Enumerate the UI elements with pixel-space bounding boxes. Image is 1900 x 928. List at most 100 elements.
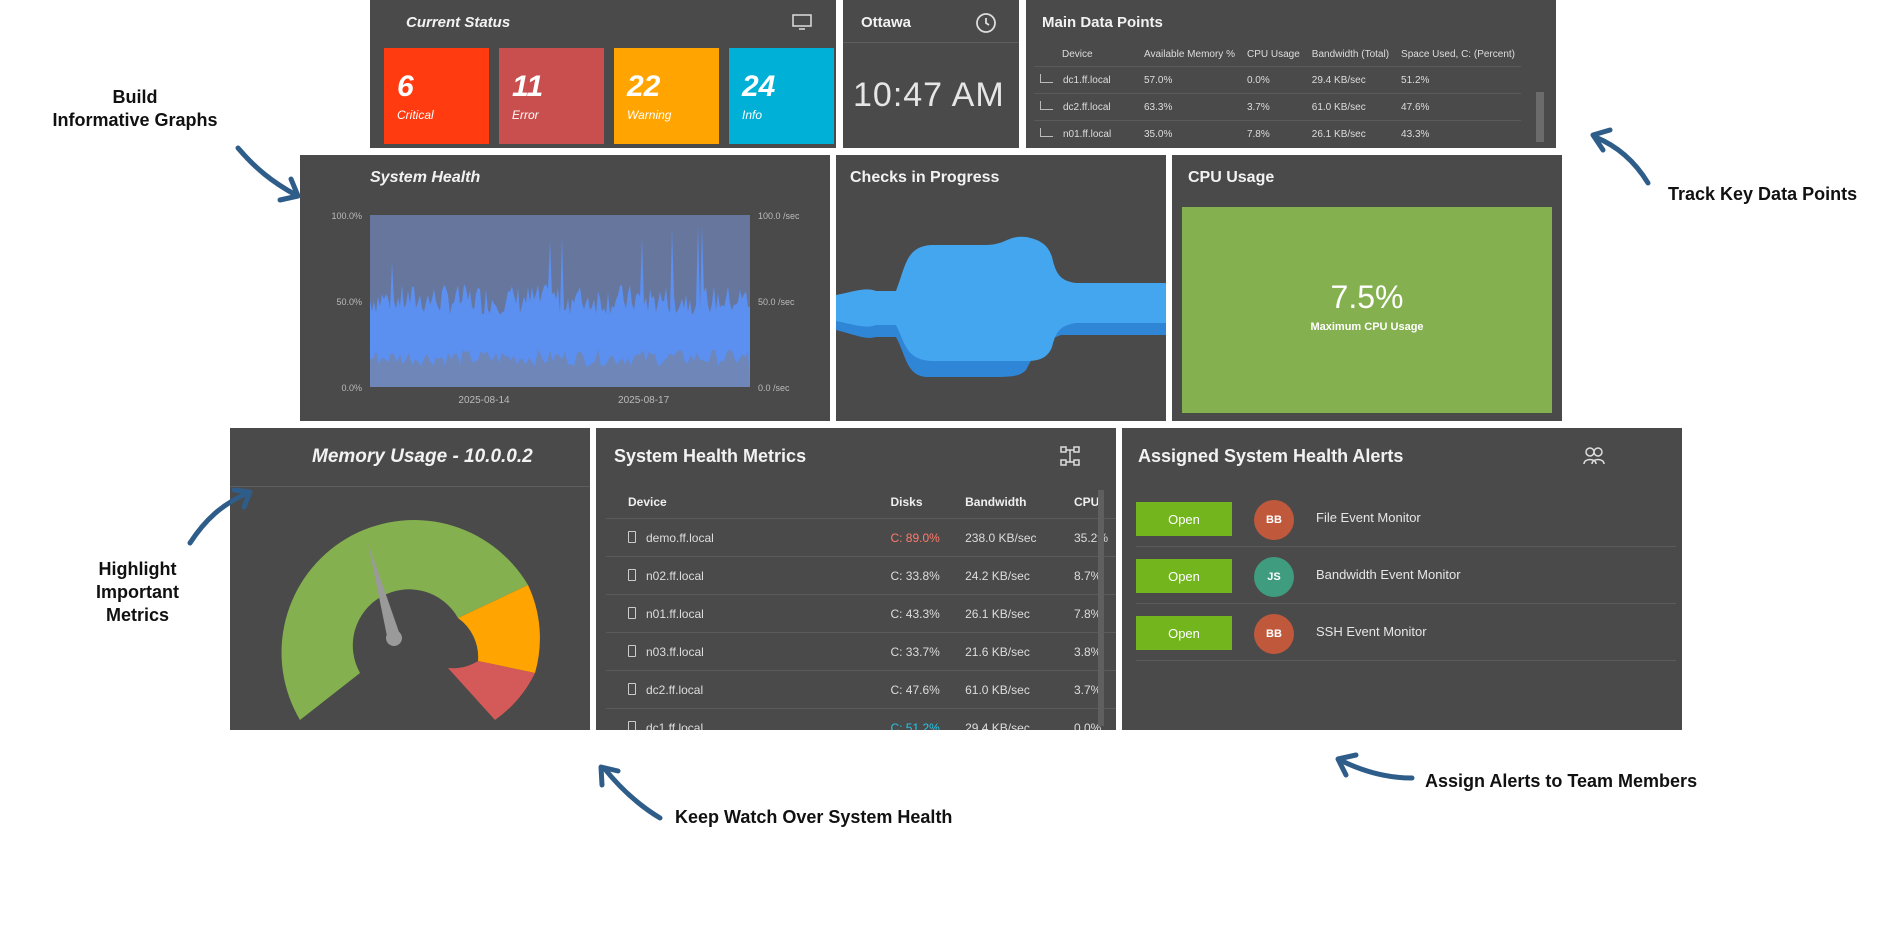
callout-track: Track Key Data Points — [1668, 184, 1858, 204]
open-alert-button[interactable]: Open — [1136, 559, 1232, 593]
table-row[interactable]: n01.ff.local C: 43.3% 26.1 KB/sec 7.8% — [606, 594, 1116, 633]
device-icon — [628, 644, 636, 657]
callout-build-graphs: Build Informative Graphs — [40, 86, 230, 132]
checks-flow-chart — [836, 236, 1166, 377]
system-health-chart: 100.0% 50.0% 0.0% 100.0 /sec 50.0 /sec 0.0 /s… — [331, 211, 800, 406]
mdp-col-cpu: CPU Usage — [1246, 48, 1300, 60]
device-name: n02.ff.local — [646, 568, 704, 583]
table-row[interactable]: demo.ff.local C: 89.0% 238.0 KB/sec 35.2% — [606, 518, 1116, 557]
avatar[interactable]: JS — [1254, 557, 1294, 597]
device-cell: n01.ff.local — [606, 594, 883, 633]
y-left-tick-label: 0.0% — [341, 383, 362, 393]
disks-cell: C: 47.6% — [882, 670, 958, 709]
chart-icon — [1040, 74, 1053, 83]
device-cell: demo.ff.local — [606, 518, 883, 557]
y-right-tick-label: 50.0 /sec — [758, 297, 795, 307]
shm-title: System Health Metrics — [614, 446, 807, 466]
table-row[interactable]: n02.ff.local C: 33.8% 24.2 KB/sec 8.7% — [606, 556, 1116, 595]
status-count: 11 — [512, 70, 544, 103]
disks-cell: C: 43.3% — [882, 594, 958, 633]
mdp-col-memory: Available Memory % — [1144, 48, 1235, 60]
main-data-points-table: Device Available Memory % CPU Usage Band… — [1034, 42, 1521, 147]
memory-usage-panel: Memory Usage - 10.0.0.2 — [230, 428, 590, 730]
cell-text: 3.7% — [1246, 101, 1270, 113]
table-row[interactable]: dc1.ff.local C: 51.2% 29.4 KB/sec 0.0% — [606, 708, 1116, 730]
shm-scrollbar[interactable] — [1098, 490, 1104, 726]
table-cell: 51.2% — [1395, 66, 1521, 94]
cell-text: 61.0 KB/sec — [1311, 101, 1366, 113]
open-alert-button[interactable]: Open — [1136, 616, 1232, 650]
system-health-panel: System Health 100.0% 50.0% 0.0% 100.0 /sec 5… — [300, 155, 830, 421]
cell-text: 43.3% — [1401, 128, 1430, 140]
bandwidth-cell: 29.4 KB/sec — [957, 708, 1066, 730]
device-name: dc2.ff.local — [646, 682, 704, 697]
mdp-scrollbar[interactable] — [1536, 92, 1544, 142]
mdp-col-bandwidth: Bandwidth (Total) — [1311, 48, 1390, 60]
device-icon — [628, 682, 636, 695]
cell-text: dc2.ff.local — [1063, 102, 1111, 113]
table-cell: 63.3% — [1138, 93, 1241, 121]
main-data-points-panel: Main Data Points Device Available Memory… — [1026, 0, 1556, 148]
table-cell: 26.1 KB/sec — [1305, 120, 1396, 147]
disks-cell: C: 51.2% — [882, 708, 958, 730]
arrow-track — [1590, 127, 1651, 186]
monitor-icon — [792, 14, 812, 30]
avatar[interactable]: BB — [1254, 614, 1294, 654]
bandwidth-cell: 26.1 KB/sec — [957, 594, 1066, 633]
network-icon — [1060, 446, 1080, 466]
current-status-panel: Current Status 6 Critical 11 Error 22 Warning… — [370, 0, 836, 148]
avatar[interactable]: BB — [1254, 500, 1294, 540]
mdp-col-space: Space Used, C: (Percent) — [1401, 48, 1515, 60]
table-row[interactable]: n01.ff.local 35.0% 7.8% 26.1 KB/sec 43.3% — [1034, 120, 1521, 147]
clock-time: 10:47 AM — [853, 76, 1005, 114]
callout-build-line1: Build — [112, 87, 158, 107]
open-alert-button[interactable]: Open — [1136, 502, 1232, 536]
checks-flow-main — [836, 236, 1166, 361]
table-cell: 43.3% — [1395, 120, 1521, 147]
gauge-orange-segment — [458, 585, 540, 673]
table-row[interactable]: dc2.ff.local 63.3% 3.7% 61.0 KB/sec 47.6% — [1034, 93, 1521, 121]
clock-panel: Ottawa 10:47 AM — [843, 0, 1019, 148]
device-cell: n02.ff.local — [606, 556, 883, 595]
device-name: demo.ff.local — [646, 530, 714, 545]
cpu-usage-tile: 7.5% Maximum CPU Usage — [1182, 207, 1552, 413]
status-tile-info[interactable]: 24 Info — [729, 48, 834, 144]
y-right-tick-label: 0.0 /sec — [758, 383, 790, 393]
device-icon — [628, 606, 636, 619]
table-row[interactable]: dc1.ff.local 57.0% 0.0% 29.4 KB/sec 51.2% — [1034, 66, 1521, 94]
alert-row: Open JS Bandwidth Event Monitor — [1136, 547, 1676, 604]
status-label: Critical — [397, 108, 434, 122]
table-row[interactable]: dc2.ff.local C: 47.6% 61.0 KB/sec 3.7% — [606, 670, 1116, 709]
status-count: 22 — [627, 70, 661, 103]
alerts-title: Assigned System Health Alerts — [1138, 446, 1404, 466]
current-status-title: Current Status — [406, 14, 511, 31]
cell-text: 26.1 KB/sec — [1311, 128, 1366, 140]
checks-title: Checks in Progress — [850, 169, 1000, 186]
chart-series-area — [370, 224, 750, 387]
status-tile-error[interactable]: 11 Error — [499, 48, 604, 144]
memory-usage-title: Memory Usage - 10.0.0.2 — [312, 446, 533, 467]
cell-text: dc1.ff.local — [1063, 75, 1111, 86]
arrow-assign — [1335, 752, 1415, 781]
chart-icon — [1040, 128, 1053, 137]
cell-text: 7.8% — [1246, 128, 1270, 140]
callout-highlight-line1: Highlight — [98, 559, 177, 579]
cpu-usage-title: CPU Usage — [1188, 169, 1275, 186]
callout-keep-watch: Keep Watch Over System Health — [675, 807, 953, 827]
cpu-usage-panel: CPU Usage 7.5% Maximum CPU Usage — [1172, 155, 1562, 421]
callout-assign: Assign Alerts to Team Members — [1425, 771, 1698, 791]
callout-highlight-metrics: Highlight Important Metrics — [70, 558, 205, 627]
gauge-needle — [368, 543, 400, 641]
table-cell: 57.0% — [1138, 66, 1241, 94]
device-icon — [628, 568, 636, 581]
table-cell: 7.8% — [1240, 120, 1306, 147]
callout-build-line2: Informative Graphs — [52, 110, 218, 130]
status-tile-critical[interactable]: 6 Critical — [384, 48, 489, 144]
alerts-panel: Assigned System Health Alerts Open BB File… — [1122, 428, 1682, 730]
cpu-usage-caption: Maximum CPU Usage — [1310, 321, 1424, 333]
table-row[interactable]: n03.ff.local C: 33.7% 21.6 KB/sec 3.8% — [606, 632, 1116, 671]
status-tile-warning[interactable]: 22 Warning — [614, 48, 719, 144]
alert-monitor-name: File Event Monitor — [1316, 510, 1421, 525]
gauge-green-segment — [281, 520, 528, 720]
cell-text: 0.0% — [1246, 74, 1270, 86]
